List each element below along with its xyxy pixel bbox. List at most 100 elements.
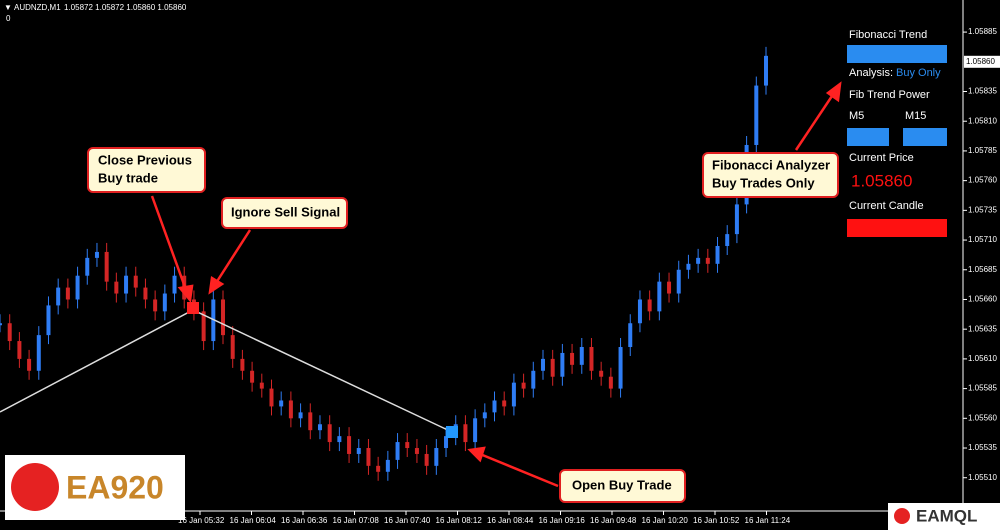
candle	[492, 400, 497, 413]
candle	[356, 448, 361, 454]
price-label: 1.05785	[968, 146, 997, 155]
candle	[764, 55, 768, 86]
candle	[269, 388, 274, 407]
candle	[124, 275, 129, 294]
candle	[27, 358, 32, 371]
logo-icon	[894, 508, 910, 524]
candle	[162, 293, 167, 312]
candle	[521, 382, 526, 389]
quote: 1.05872 1.05872 1.05860 1.05860	[64, 3, 187, 12]
candle	[657, 281, 662, 312]
candle	[240, 358, 245, 371]
candle	[46, 305, 51, 336]
price-label: 1.05660	[968, 295, 997, 304]
candle	[734, 204, 739, 235]
candle	[259, 382, 264, 389]
price-label: 1.05560	[968, 413, 997, 422]
time-label: 16 Jan 10:20	[642, 516, 689, 525]
candle	[647, 299, 652, 312]
time-label: 16 Jan 10:52	[693, 516, 740, 525]
candle	[754, 85, 759, 145]
candle	[317, 424, 322, 431]
price-label: 1.05510	[968, 473, 997, 482]
candle	[201, 311, 206, 342]
time-label: 16 Jan 06:04	[230, 516, 277, 525]
analysis-value: Buy Only	[896, 67, 941, 79]
candle	[308, 412, 313, 431]
price-label: 1.05610	[968, 354, 997, 363]
price-label: 1.05810	[968, 116, 997, 125]
arrows	[150, 81, 842, 488]
candle	[298, 412, 303, 419]
candle	[463, 424, 468, 443]
price-label: 1.05685	[968, 265, 997, 274]
annotation-text: Open Buy Trade	[572, 477, 672, 492]
annotation-text: Ignore Sell Signal	[231, 204, 340, 219]
price-label: 1.05885	[968, 27, 997, 36]
current-price-label: 1.05860	[966, 57, 995, 66]
price-title: Current Price	[849, 152, 914, 164]
candle	[589, 347, 594, 371]
candle	[172, 275, 177, 294]
annotation-text: Buy trade	[98, 170, 158, 185]
candle	[618, 347, 623, 389]
candle	[608, 376, 613, 389]
time-label: 16 Jan 09:16	[539, 516, 586, 525]
candle	[705, 257, 710, 264]
candle	[637, 299, 642, 324]
candle	[434, 448, 439, 466]
candle	[395, 442, 400, 460]
indicator-value: 0	[6, 14, 11, 23]
candle	[560, 352, 565, 377]
candle	[424, 453, 429, 466]
time-label: 16 Jan 11:24	[745, 516, 791, 525]
trend-bar	[847, 45, 947, 63]
price-label: 1.05735	[968, 205, 997, 214]
candle	[376, 465, 381, 472]
time-label: 16 Jan 07:08	[333, 516, 380, 525]
candle	[94, 251, 99, 258]
candle	[667, 281, 672, 294]
power-title: Fib Trend Power	[849, 89, 930, 101]
annotation-box	[559, 469, 686, 503]
candle	[288, 400, 293, 419]
tf-bar	[903, 128, 947, 146]
price-value: 1.05860	[851, 171, 912, 190]
candle	[279, 400, 284, 407]
price-label: 1.05760	[968, 176, 997, 185]
candle	[337, 436, 342, 443]
analysis-label: Analysis:	[849, 67, 893, 79]
candle	[725, 234, 730, 246]
candle	[85, 257, 90, 276]
price-label: 1.05835	[968, 87, 997, 96]
candle	[56, 287, 61, 306]
candle	[114, 281, 119, 294]
annotation-box	[221, 197, 348, 229]
annotation-text: Buy Trades Only	[712, 175, 815, 190]
time-label: 16 Jan 07:40	[384, 516, 431, 525]
candle	[36, 335, 41, 371]
time-label: 16 Jan 08:44	[487, 516, 534, 525]
price-label: 1.05635	[968, 324, 997, 333]
price-label: 1.05585	[968, 384, 997, 393]
candle	[686, 263, 691, 270]
candle	[579, 347, 584, 365]
time-label: 16 Jan 08:12	[436, 516, 483, 525]
candle-title: Current Candle	[849, 200, 924, 212]
candle	[599, 370, 604, 377]
buy-marker	[446, 426, 458, 438]
tf-bar	[847, 128, 889, 146]
candle	[221, 299, 226, 336]
symbol: AUDNZD,M1	[14, 3, 61, 12]
candle	[676, 269, 681, 294]
candle	[347, 436, 352, 454]
candle	[104, 251, 109, 282]
logo-text: EA920	[66, 469, 164, 505]
candle	[473, 418, 478, 443]
panel-title: Fibonacci Trend	[849, 29, 927, 41]
candle	[511, 382, 516, 407]
candle	[327, 424, 332, 443]
candle	[531, 370, 536, 389]
candle	[628, 323, 633, 348]
